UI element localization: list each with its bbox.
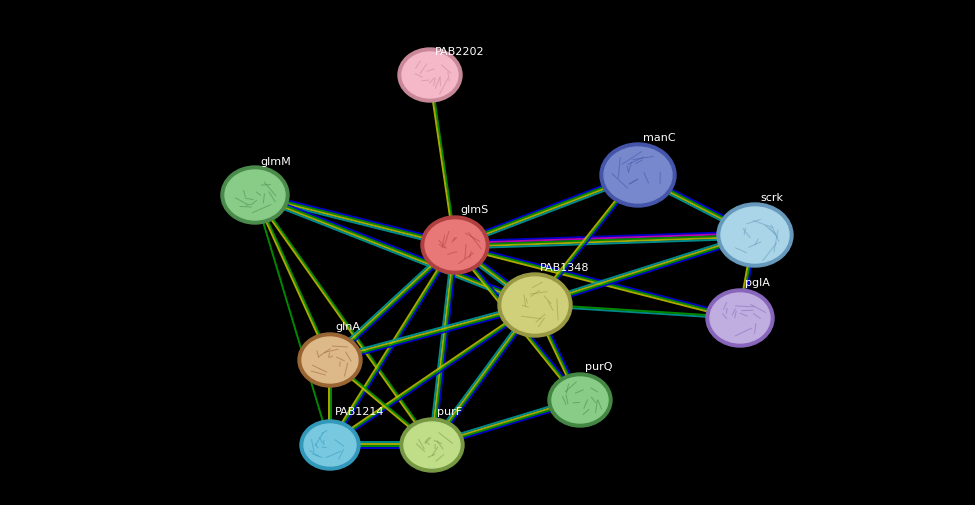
Ellipse shape <box>313 431 347 459</box>
Ellipse shape <box>436 229 475 261</box>
Text: purQ: purQ <box>585 362 612 372</box>
Ellipse shape <box>552 377 608 423</box>
Ellipse shape <box>221 166 289 224</box>
Text: manC: manC <box>643 133 676 143</box>
Ellipse shape <box>710 293 770 343</box>
Ellipse shape <box>236 179 275 211</box>
Text: PAB1214: PAB1214 <box>335 407 384 417</box>
Text: glmM: glmM <box>260 157 291 167</box>
Ellipse shape <box>616 157 660 193</box>
Text: glnA: glnA <box>335 322 360 332</box>
Ellipse shape <box>398 48 462 102</box>
Ellipse shape <box>733 217 777 253</box>
Ellipse shape <box>225 170 285 220</box>
Ellipse shape <box>502 277 568 333</box>
Ellipse shape <box>425 220 485 270</box>
Ellipse shape <box>402 52 458 98</box>
Text: purF: purF <box>437 407 462 417</box>
Ellipse shape <box>717 203 793 267</box>
Text: PAB1348: PAB1348 <box>540 263 590 273</box>
Ellipse shape <box>514 287 557 323</box>
Text: scrk: scrk <box>760 193 783 203</box>
Ellipse shape <box>304 424 356 466</box>
Ellipse shape <box>604 147 672 203</box>
Ellipse shape <box>300 420 360 470</box>
Text: PAB2202: PAB2202 <box>435 47 485 57</box>
Ellipse shape <box>548 373 612 427</box>
Ellipse shape <box>302 337 358 383</box>
Ellipse shape <box>721 207 789 263</box>
Ellipse shape <box>498 273 572 337</box>
Text: pglA: pglA <box>745 278 770 288</box>
Ellipse shape <box>706 289 774 347</box>
Ellipse shape <box>562 385 599 415</box>
Ellipse shape <box>411 60 448 90</box>
Ellipse shape <box>600 143 676 207</box>
Ellipse shape <box>298 333 362 387</box>
Ellipse shape <box>421 216 489 274</box>
Text: glmS: glmS <box>460 205 488 215</box>
Ellipse shape <box>404 422 460 468</box>
Ellipse shape <box>413 430 450 460</box>
Ellipse shape <box>721 302 760 334</box>
Ellipse shape <box>400 418 464 472</box>
Ellipse shape <box>312 345 348 375</box>
